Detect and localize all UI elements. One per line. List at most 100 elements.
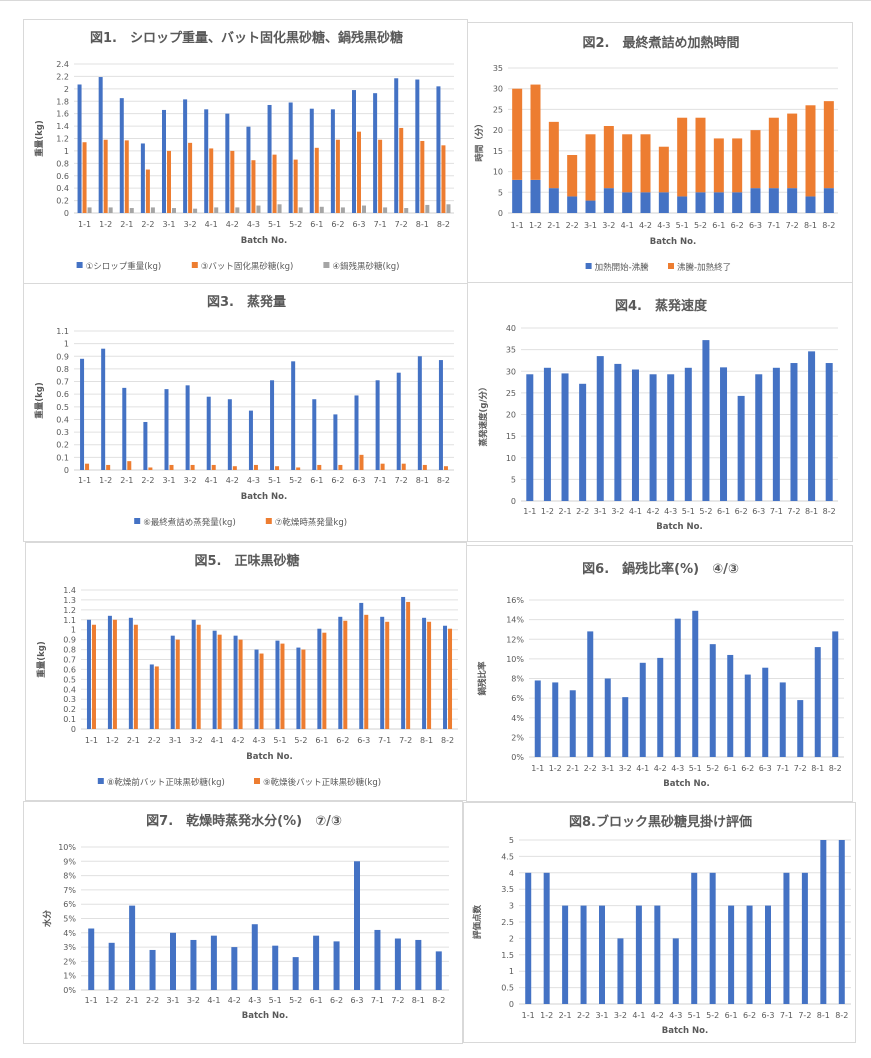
bar — [312, 399, 317, 470]
y-tick-label: 1.5 — [501, 951, 514, 960]
x-tick-label: 5-2 — [694, 221, 707, 230]
x-tick-label: 6-1 — [310, 220, 323, 229]
bar — [86, 619, 91, 729]
bar — [746, 905, 753, 1004]
y-tick-label: 2% — [63, 957, 76, 966]
bar — [672, 938, 679, 1004]
x-tick-label: 1-1 — [511, 221, 524, 230]
y-tick-label: 0.4 — [63, 685, 76, 694]
bar — [713, 192, 724, 213]
bar — [401, 596, 406, 729]
bar — [143, 421, 148, 470]
y-tick-label: 1.2 — [56, 135, 69, 144]
bar — [548, 121, 559, 189]
legend: ⑧乾燥前バット正味黒砂糖(kg) ⑨乾燥後バット正味黒砂糖(kg) — [97, 777, 381, 788]
bar — [567, 196, 578, 213]
bar — [128, 617, 133, 729]
x-tick-label: 6-2 — [331, 476, 344, 485]
bar — [617, 938, 624, 1004]
x-tick-label: 1-1 — [78, 220, 91, 229]
x-tick-label: 5-1 — [268, 220, 281, 229]
y-tick-label: 7% — [63, 886, 76, 895]
bar — [88, 928, 95, 990]
bar — [543, 367, 551, 501]
bar — [604, 678, 611, 757]
bar — [420, 140, 425, 213]
bar — [77, 84, 82, 213]
chart-title: 図2. 最終煮詰め加熱時間 — [583, 35, 740, 51]
chart-panel-fig8: 図8.ブロック黒砂糖見掛け評価 0 0.5 1 1.5 2 2.5 3 3.5 4 4.5 5 評価点数… — [463, 802, 856, 1043]
bar — [375, 380, 380, 470]
bar — [404, 208, 409, 213]
y-tick-label: 0.6 — [56, 172, 69, 181]
bar — [170, 635, 175, 729]
bar — [106, 464, 111, 470]
legend: 加熱開始-沸騰 沸騰-加熱終了 — [585, 262, 731, 273]
x-tick-label: 1-1 — [78, 476, 91, 485]
bar — [145, 169, 150, 213]
bar — [232, 466, 237, 470]
bar — [217, 634, 222, 729]
x-tick-label: 6-1 — [725, 1011, 738, 1020]
x-tick-label: 4-3 — [671, 764, 684, 773]
bar — [335, 139, 340, 213]
legend-label: 沸騰-加熱終了 — [677, 262, 731, 273]
bar — [674, 618, 681, 757]
x-tick-label: 4-3 — [669, 1011, 682, 1020]
y-tick-label: 0.1 — [63, 715, 76, 724]
bar — [246, 126, 251, 213]
bar — [603, 188, 614, 213]
legend-label: ⑥最終煮詰め蒸発量(kg) — [143, 517, 236, 528]
x-tick-label: 8-1 — [416, 476, 429, 485]
bar — [599, 905, 605, 1004]
x-tick-label: 5-2 — [289, 996, 302, 1005]
bar — [112, 619, 117, 729]
bar — [167, 150, 171, 213]
x-tick-label: 1-2 — [541, 507, 554, 516]
bar — [709, 644, 716, 757]
bar — [122, 387, 127, 470]
y-tick-label: 10 — [493, 168, 503, 177]
y-tick-label: 25 — [506, 389, 516, 398]
bar — [585, 134, 596, 201]
bar — [396, 372, 401, 470]
y-tick-label: 2.2 — [56, 72, 69, 81]
y-tick-label: 15 — [506, 432, 516, 441]
x-tick-label: 2-1 — [566, 764, 579, 773]
legend-swatch — [191, 262, 198, 268]
x-axis-label: Batch No. — [656, 522, 703, 532]
y-tick-label: 0.8 — [63, 646, 76, 655]
bar — [622, 192, 633, 213]
y-axis-label: 水分 — [42, 910, 53, 929]
y-tick-label: 5% — [63, 915, 76, 924]
y-tick-label: 0.2 — [56, 441, 69, 450]
y-tick-label: 10 — [506, 454, 516, 463]
y-tick-label: 0.9 — [56, 352, 69, 361]
bar — [292, 957, 299, 990]
x-tick-label: 4-2 — [226, 220, 239, 229]
legend-label: ①シロップ重量(kg) — [86, 261, 162, 272]
y-axis-label: 鍋残比率 — [477, 661, 488, 696]
bar — [695, 192, 706, 213]
y-tick-label: 0.9 — [63, 636, 76, 645]
bar — [622, 697, 629, 757]
chart-fig6: 図6. 鍋残比率(%) ④/③ 0% 2% 4% 6% 8% 10% 12% 14% 16% 鍋残比… — [477, 561, 844, 789]
bar — [823, 188, 834, 213]
bar — [425, 204, 430, 213]
bar — [755, 374, 763, 501]
x-tick-label: 4-1 — [632, 1011, 645, 1020]
chart-panel-fig4: 図4. 蒸発速度 0 5 10 15 20 25 30 35 40 蒸発速度(g/分） 1-1 1-2 2… — [467, 282, 853, 542]
bar — [443, 466, 448, 470]
bar — [639, 662, 646, 757]
bar — [364, 614, 369, 729]
bar — [206, 396, 211, 470]
y-tick-label: 1% — [63, 972, 76, 981]
bar — [383, 207, 388, 213]
bar — [82, 142, 87, 213]
x-tick-label: 2-1 — [558, 507, 571, 516]
y-tick-label: 1.4 — [63, 586, 76, 595]
legend-swatch — [134, 518, 141, 524]
x-tick-label: 7-1 — [767, 221, 780, 230]
x-tick-label: 4-3 — [247, 476, 260, 485]
x-tick-label: 3-2 — [190, 736, 203, 745]
